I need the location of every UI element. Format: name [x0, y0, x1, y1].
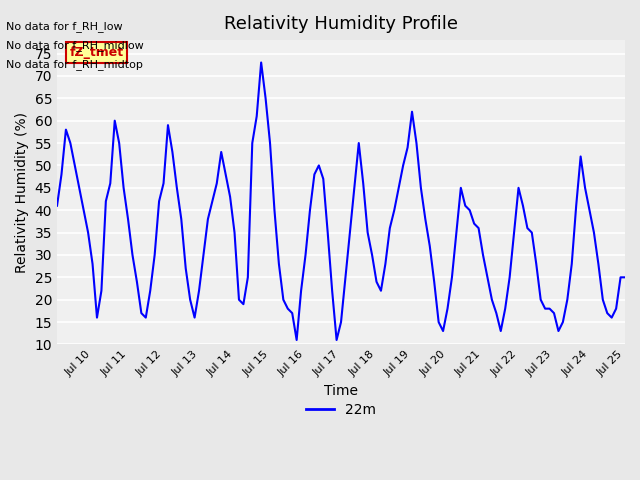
Title: Relativity Humidity Profile: Relativity Humidity Profile: [224, 15, 458, 33]
Text: fZ_tmet: fZ_tmet: [70, 46, 124, 59]
Text: No data for f_RH_low: No data for f_RH_low: [6, 21, 123, 32]
Y-axis label: Relativity Humidity (%): Relativity Humidity (%): [15, 112, 29, 273]
X-axis label: Time: Time: [324, 384, 358, 398]
Text: No data for f_RH_midlow: No data for f_RH_midlow: [6, 40, 144, 51]
Text: No data for f_RH_midtop: No data for f_RH_midtop: [6, 59, 143, 70]
Legend: 22m: 22m: [301, 397, 381, 423]
